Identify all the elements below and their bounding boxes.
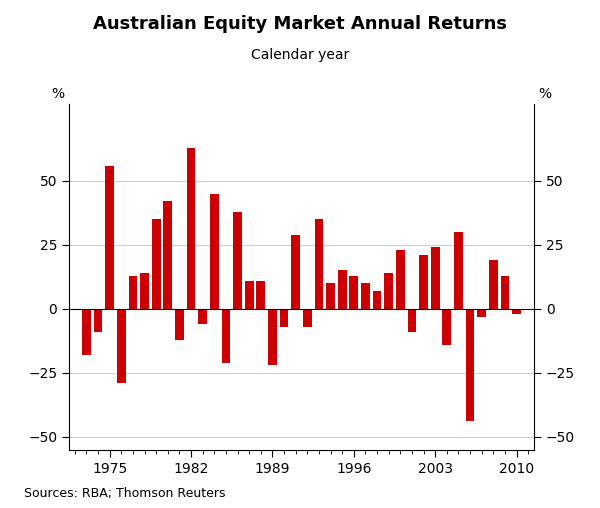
Bar [326, 283, 335, 309]
Text: %: % [539, 87, 552, 101]
Bar [268, 309, 277, 365]
Bar [314, 219, 323, 309]
Bar [152, 219, 161, 309]
Bar [280, 309, 289, 327]
Bar [199, 309, 207, 324]
Bar [210, 194, 218, 309]
Bar [94, 309, 103, 332]
Bar [106, 166, 114, 309]
Text: Australian Equity Market Annual Returns: Australian Equity Market Annual Returns [93, 15, 507, 33]
Bar [373, 291, 382, 309]
Bar [221, 309, 230, 363]
Bar [478, 309, 486, 316]
Bar [466, 309, 475, 422]
Bar [454, 232, 463, 309]
Bar [128, 275, 137, 309]
Bar [292, 235, 300, 309]
Bar [175, 309, 184, 339]
Bar [407, 309, 416, 332]
Text: Calendar year: Calendar year [251, 48, 349, 62]
Bar [163, 201, 172, 309]
Bar [303, 309, 311, 327]
Bar [187, 148, 196, 309]
Bar [396, 250, 404, 309]
Text: Sources: RBA; Thomson Reuters: Sources: RBA; Thomson Reuters [24, 487, 226, 500]
Bar [349, 275, 358, 309]
Bar [489, 260, 497, 309]
Bar [512, 309, 521, 314]
Bar [82, 309, 91, 355]
Bar [338, 270, 347, 309]
Bar [500, 275, 509, 309]
Bar [256, 281, 265, 309]
Bar [140, 273, 149, 309]
Bar [385, 273, 393, 309]
Text: %: % [51, 87, 64, 101]
Bar [245, 281, 254, 309]
Bar [419, 255, 428, 309]
Bar [361, 283, 370, 309]
Bar [442, 309, 451, 344]
Bar [431, 247, 440, 309]
Bar [233, 212, 242, 309]
Bar [117, 309, 125, 383]
